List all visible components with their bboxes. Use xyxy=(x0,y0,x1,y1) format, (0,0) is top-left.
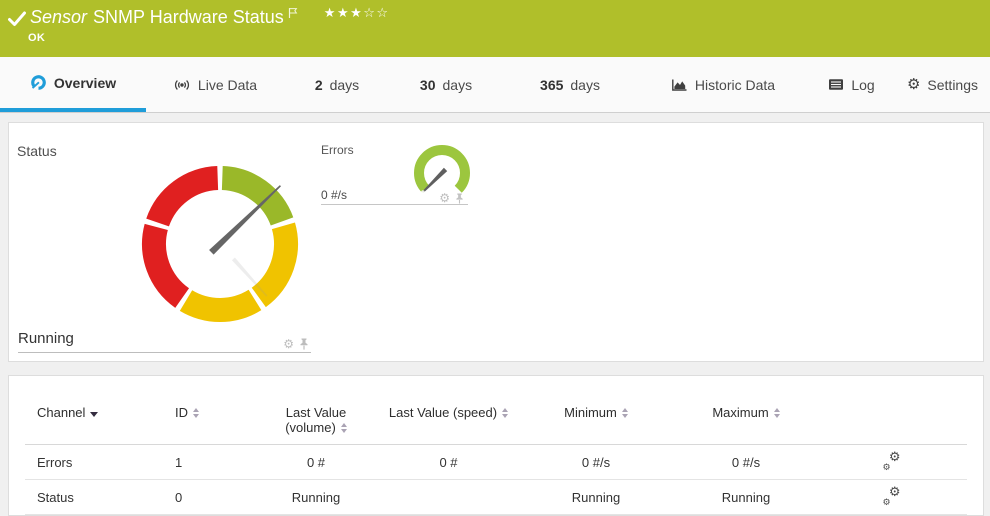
sort-icon xyxy=(621,407,628,418)
tab-label: days xyxy=(442,76,473,93)
tab-365-days[interactable]: 365 days xyxy=(502,57,638,112)
cell-status-4: Running xyxy=(516,480,676,515)
sort-icon xyxy=(193,407,199,418)
tab-label: Log xyxy=(851,76,875,93)
channel-name: Errors xyxy=(37,454,73,470)
channel-value: Running xyxy=(571,489,621,505)
tab-bar: Overview Live Data 2 days 30 days 365 days Histo… xyxy=(0,57,990,113)
chart-icon xyxy=(671,78,688,92)
status-gauge-value: Running xyxy=(18,330,74,347)
sort-icon xyxy=(340,422,347,433)
cell-status-1: 0 xyxy=(175,480,251,515)
cell-status-2: Running xyxy=(251,480,381,515)
log-icon xyxy=(828,78,844,91)
tab-label: Historic Data xyxy=(694,76,776,93)
gear-icon: ⚙ xyxy=(906,75,921,93)
cell-errors-3: 0 # xyxy=(381,445,516,480)
channel-value: 0 xyxy=(175,489,183,505)
column-header-last-value-speed-[interactable]: Last Value (speed) xyxy=(381,376,516,445)
tab-log[interactable]: Log xyxy=(808,57,895,112)
cell-errors-1: 1 xyxy=(175,445,251,480)
cell-errors-4: 0 #/s xyxy=(516,445,676,480)
tab-label: days xyxy=(329,76,360,93)
gauge-settings-gear-icon[interactable]: ⚙ xyxy=(283,337,294,351)
column-label: Last Value xyxy=(285,405,347,420)
gauge-settings-gear-icon[interactable]: ⚙ xyxy=(439,191,450,205)
errors-gauge xyxy=(414,145,470,194)
column-header-channel[interactable]: Channel xyxy=(25,376,175,445)
column-header-minimum[interactable]: Minimum xyxy=(516,376,676,445)
sort-desc-icon xyxy=(90,412,99,417)
column-header-last-value[interactable]: Last Value (volume) xyxy=(251,376,381,445)
page-title: SNMP Hardware Status xyxy=(93,7,284,27)
column-label: Maximum xyxy=(712,405,769,420)
column-label: ID xyxy=(175,405,188,420)
channel-settings-gears-icon[interactable]: ⚙ ⚙ xyxy=(882,485,901,508)
cell-errors-2: 0 # xyxy=(251,445,381,480)
cell-errors-actions: ⚙ ⚙ xyxy=(816,445,967,480)
channel-table-panel: Channel ID Last Value (volume) Last Value (s… xyxy=(8,375,984,516)
cell-status-actions: ⚙ ⚙ xyxy=(816,480,967,515)
column-label: Channel xyxy=(37,405,86,420)
channel-table: Channel ID Last Value (volume) Last Value (s… xyxy=(25,376,967,515)
cell-errors-0: Errors xyxy=(25,445,175,480)
tab-overview[interactable]: Overview xyxy=(0,57,146,112)
tab-label: Overview xyxy=(53,74,117,91)
tab-label: days xyxy=(570,76,600,93)
channel-value: Running xyxy=(721,489,771,505)
tab-2-days[interactable]: 2 days xyxy=(284,57,390,112)
column-header-id[interactable]: ID xyxy=(175,376,251,445)
overview-panel: Status Running ⚙ Errors 0 #/s ⚙ xyxy=(8,122,984,362)
channel-value: 0 # xyxy=(439,454,458,470)
sensor-status-header: Sensor SNMP Hardware Status ★★★☆☆ OK xyxy=(0,0,990,57)
tab-number: 2 xyxy=(314,76,323,93)
tab-number: 365 xyxy=(540,76,564,93)
status-badge: OK xyxy=(28,32,46,44)
status-gauge-label: Status xyxy=(17,143,57,159)
status-gauge-footer: Running ⚙ xyxy=(18,330,311,353)
flag-icon[interactable] xyxy=(288,6,298,24)
sort-icon xyxy=(502,407,509,418)
check-ok-icon xyxy=(8,11,26,33)
channel-value: Running xyxy=(291,489,341,505)
tab-historic-data[interactable]: Historic Data xyxy=(638,57,808,112)
column-label: Last Value (speed) xyxy=(388,405,498,420)
sensor-kind-label: Sensor xyxy=(30,7,88,27)
cell-status-3 xyxy=(381,480,516,515)
status-gauge xyxy=(142,166,298,322)
tab-30-days[interactable]: 30 days xyxy=(390,57,502,112)
channel-value: 1 xyxy=(175,454,183,470)
tab-live-data[interactable]: Live Data xyxy=(146,57,284,112)
cell-status-0: Status xyxy=(25,480,175,515)
pin-icon[interactable] xyxy=(455,193,464,204)
tab-settings[interactable]: ⚙ Settings xyxy=(895,57,990,112)
channel-value: 0 #/s xyxy=(581,454,611,470)
pin-icon[interactable] xyxy=(299,338,309,350)
broadcast-icon xyxy=(173,78,191,92)
column-label-line2: (volume) xyxy=(285,420,336,435)
cell-status-5: Running xyxy=(676,480,816,515)
cell-errors-5: 0 #/s xyxy=(676,445,816,480)
column-label: Minimum xyxy=(564,405,617,420)
divider xyxy=(321,204,468,205)
tab-label: Settings xyxy=(927,76,979,93)
errors-gauge-block: Errors 0 #/s ⚙ xyxy=(321,143,470,205)
channel-settings-gears-icon[interactable]: ⚙ ⚙ xyxy=(882,450,901,473)
channel-value: 0 # xyxy=(306,454,326,470)
sort-icon xyxy=(773,407,780,418)
tab-number: 30 xyxy=(419,76,436,93)
column-header-actions xyxy=(816,376,967,445)
channel-name: Status xyxy=(37,489,74,505)
tab-label: Live Data xyxy=(197,76,258,93)
errors-gauge-label: Errors xyxy=(321,143,354,157)
column-header-maximum[interactable]: Maximum xyxy=(676,376,816,445)
errors-gauge-value: 0 #/s xyxy=(321,188,348,202)
priority-stars[interactable]: ★★★☆☆ xyxy=(323,6,390,21)
channel-value: 0 #/s xyxy=(731,454,761,470)
gauge-icon xyxy=(30,74,47,91)
